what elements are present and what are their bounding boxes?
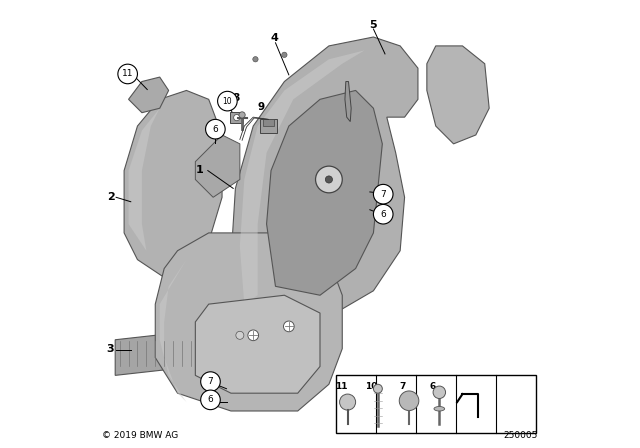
Circle shape [373, 185, 393, 204]
Text: 8: 8 [233, 94, 240, 103]
Text: 10: 10 [223, 97, 232, 106]
Polygon shape [231, 37, 418, 331]
Bar [262, 119, 274, 126]
Text: 9: 9 [258, 102, 265, 112]
Bar [335, 375, 536, 433]
Polygon shape [195, 135, 240, 197]
Circle shape [399, 391, 419, 410]
Polygon shape [129, 108, 160, 251]
Polygon shape [124, 90, 222, 277]
Polygon shape [427, 46, 489, 144]
Circle shape [201, 390, 220, 409]
Circle shape [236, 332, 244, 339]
Polygon shape [129, 77, 168, 113]
Ellipse shape [434, 406, 445, 411]
Text: 6: 6 [207, 396, 213, 405]
Text: 7: 7 [207, 377, 213, 386]
Circle shape [284, 321, 294, 332]
Polygon shape [160, 260, 186, 402]
Text: 10: 10 [365, 382, 378, 391]
Text: © 2019 BMW AG: © 2019 BMW AG [102, 431, 178, 440]
Text: 6: 6 [380, 210, 386, 219]
Circle shape [118, 64, 138, 84]
Text: 7: 7 [399, 382, 406, 391]
Bar [230, 112, 243, 123]
Text: 7: 7 [380, 190, 386, 198]
Circle shape [201, 372, 220, 392]
Polygon shape [345, 82, 351, 121]
Circle shape [248, 330, 259, 340]
Circle shape [373, 204, 393, 224]
Text: 6: 6 [429, 382, 436, 391]
Circle shape [253, 56, 258, 62]
Circle shape [373, 384, 382, 393]
Circle shape [325, 176, 332, 183]
Bar [260, 119, 277, 133]
Circle shape [218, 91, 237, 111]
Polygon shape [240, 50, 365, 304]
Circle shape [433, 386, 445, 399]
Text: 11: 11 [122, 69, 133, 78]
Text: 1: 1 [196, 165, 204, 175]
Text: 4: 4 [271, 33, 278, 43]
Polygon shape [156, 233, 342, 411]
Polygon shape [195, 295, 320, 393]
Text: 2: 2 [107, 192, 115, 202]
Text: 250005: 250005 [504, 431, 538, 440]
Text: 11: 11 [335, 382, 347, 391]
Text: 6: 6 [212, 125, 218, 134]
Circle shape [282, 52, 287, 57]
Polygon shape [267, 90, 382, 295]
Circle shape [205, 119, 225, 139]
Text: 5: 5 [369, 20, 376, 30]
Circle shape [340, 394, 356, 410]
Polygon shape [115, 331, 200, 375]
Circle shape [316, 166, 342, 193]
Circle shape [234, 115, 240, 121]
Text: 3: 3 [106, 344, 114, 353]
Circle shape [239, 112, 245, 118]
